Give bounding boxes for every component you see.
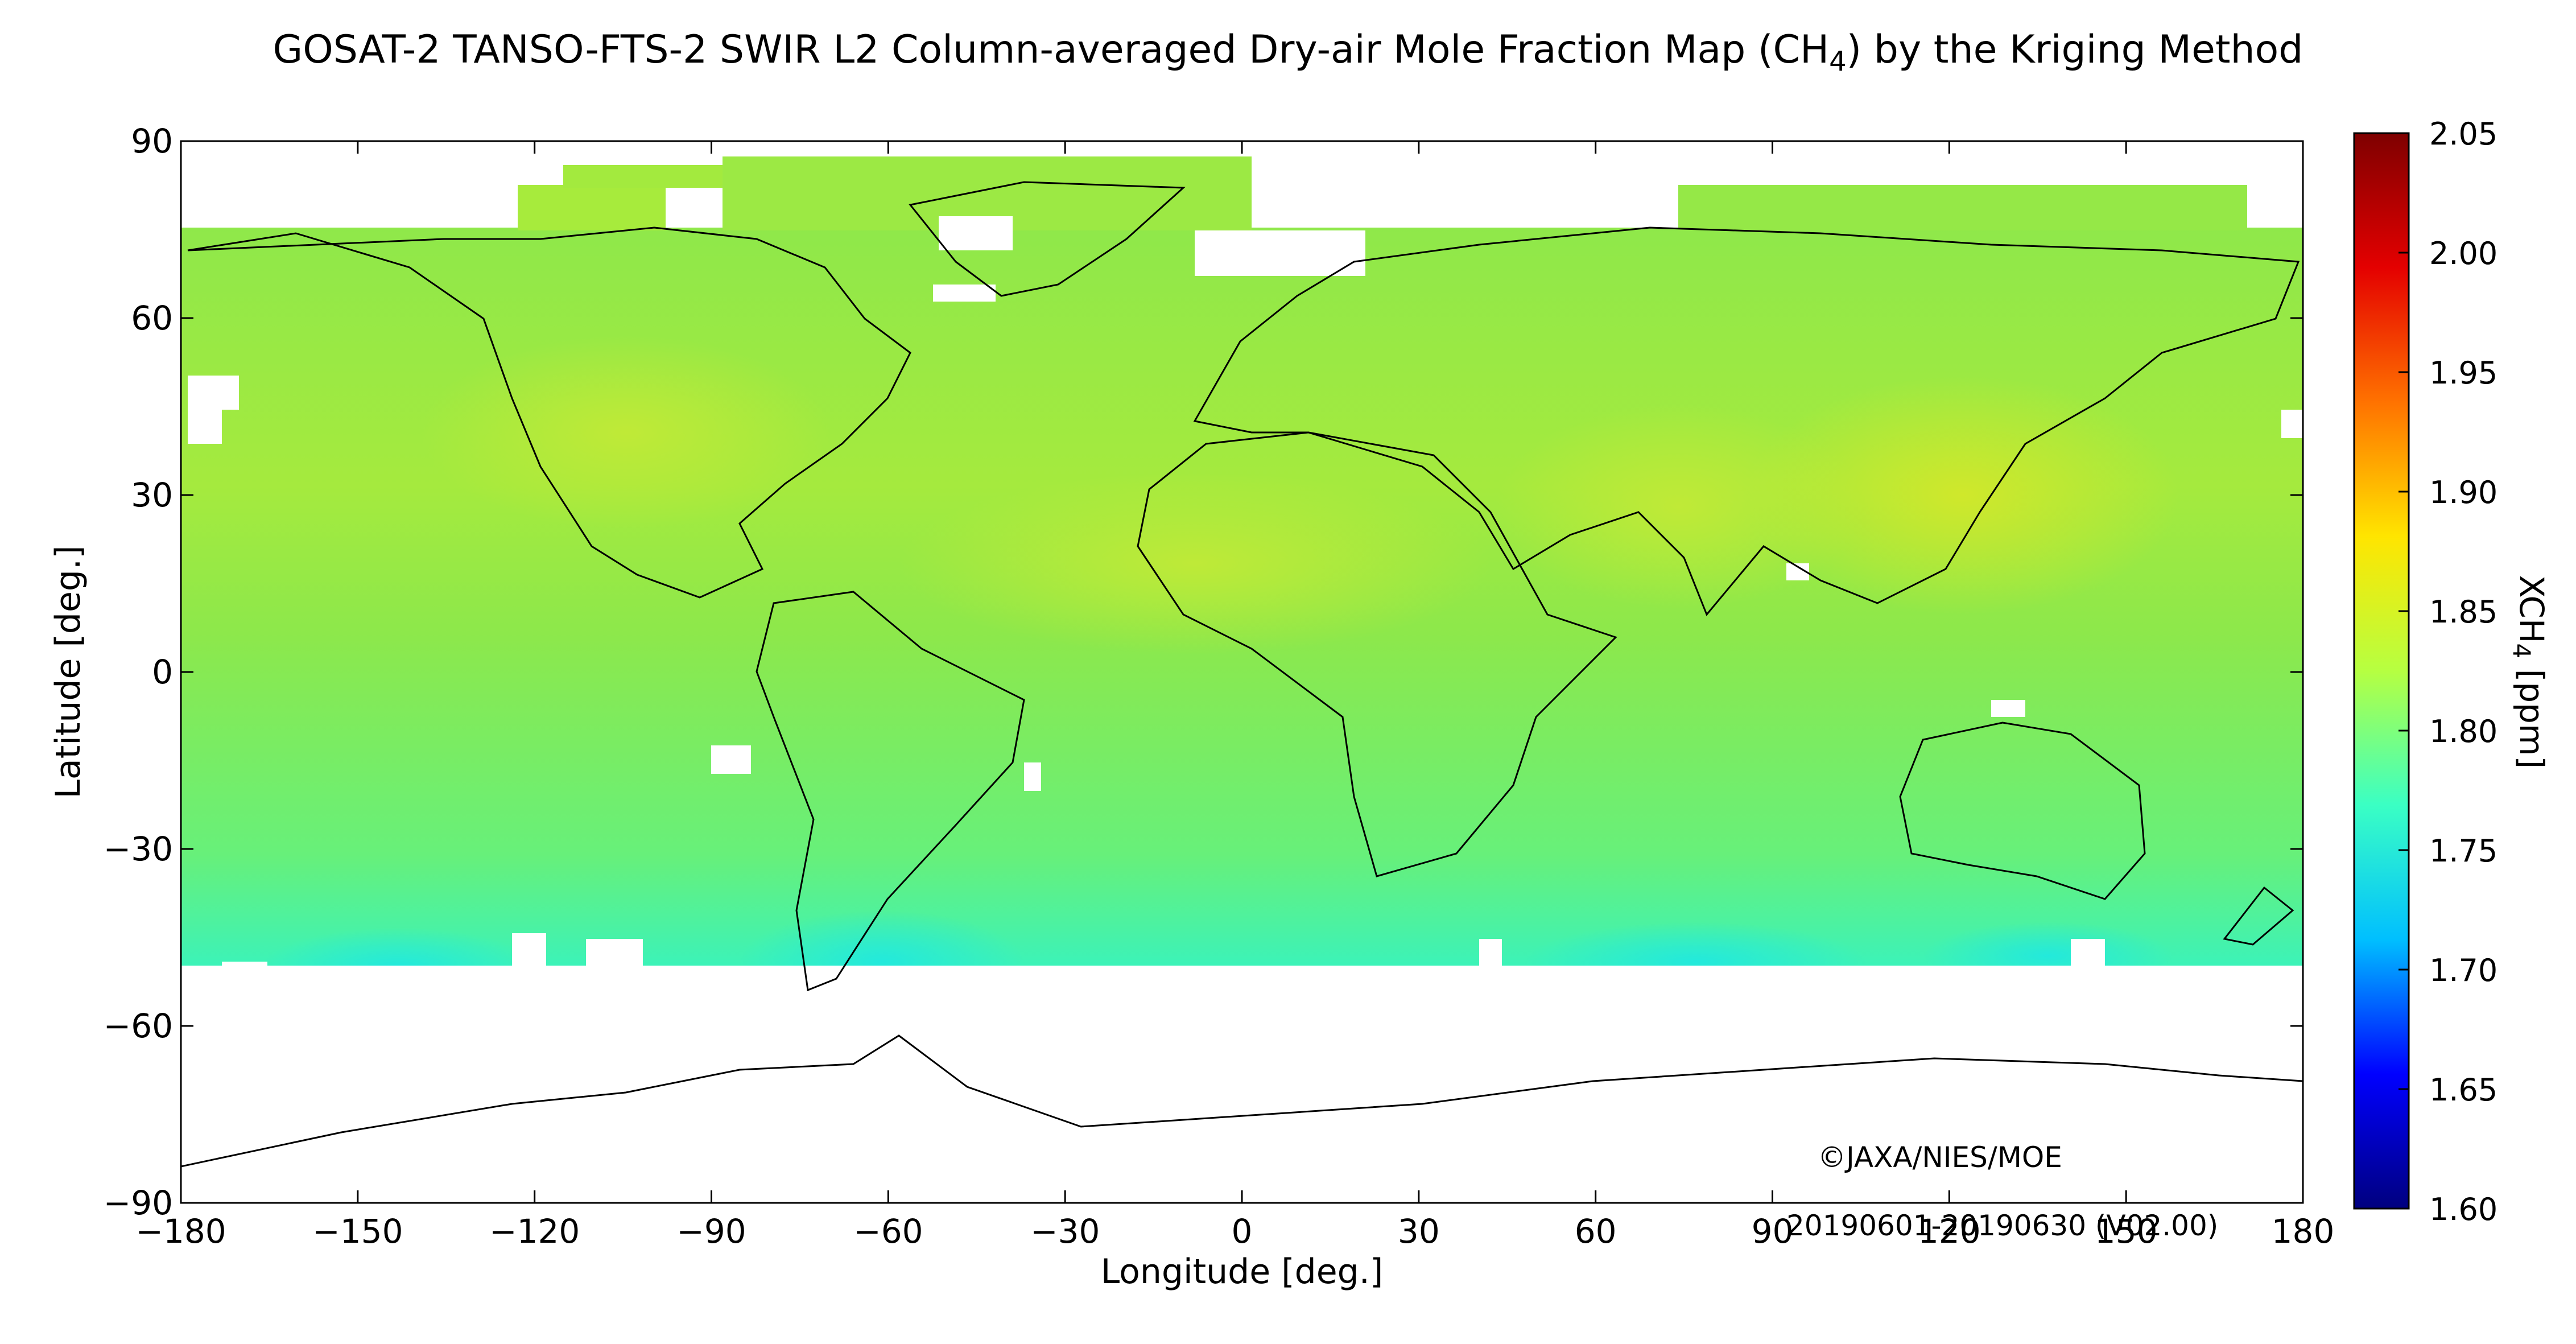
colorbar-tick-label: 1.70 [2429,953,2497,988]
x-axis-label: Longitude [deg.] [1101,1252,1383,1292]
period-version-text: 20190601-20190630 (V02.00) [1786,1209,2219,1242]
colorbar-tick-label: 1.90 [2429,475,2497,510]
x-tick-label: 30 [1398,1212,1440,1251]
coast-eurasia [1193,226,2300,616]
map-title: GOSAT-2 TANSO-FTS-2 SWIR L2 Column-avera… [273,27,2303,78]
colorbar-tick-label: 1.75 [2429,833,2497,869]
colorbar-axis: 2.05 2.00 1.95 1.90 1.85 1.80 1.75 1.70 1.65 1.60 [2399,116,2497,1227]
coast-greenland [909,181,1186,297]
coastlines [181,181,2303,1168]
y-tick-label: 0 [152,653,173,691]
xch4-field [181,156,2303,1203]
x-tick-label: −120 [489,1212,580,1251]
x-tick-label: −90 [676,1212,746,1251]
x-tick-label: −30 [1030,1212,1100,1251]
x-tick-label: 0 [1232,1212,1253,1251]
y-tick-label: −60 [104,1007,173,1045]
coast-australia [1899,722,2146,900]
colorbar-tick-label: 1.80 [2429,714,2497,749]
y-tick-label: −30 [104,830,173,868]
x-tick-label: 120 [1918,1212,1981,1251]
coast-south-america [756,591,1025,992]
coast-new-zealand [2223,886,2294,946]
coast-north-america [187,226,911,599]
y-axis-label: Latitude [deg.] [48,546,88,799]
y-axis: 90 60 30 0 −30 −60 −90 [104,122,2303,1222]
y-tick-label: 60 [131,299,173,337]
x-tick-label: −60 [853,1212,923,1251]
x-tick-label: 180 [2272,1212,2335,1251]
colorbar-tick-label: 1.95 [2429,355,2497,391]
coast-antarctica [181,1034,2303,1168]
x-tick-label: 150 [2095,1212,2158,1251]
colorbar-tick-label: 2.05 [2429,116,2497,152]
x-tick-label: 90 [1752,1212,1794,1251]
colorbar-tick-label: 1.65 [2429,1072,2497,1108]
credit-text: ©JAXA/NIES/MOE [1818,1141,2062,1174]
x-axis: −180 −150 −120 −90 −60 −30 0 30 60 90 120 150 180 [135,141,2334,1251]
x-tick-label: 60 [1575,1212,1617,1251]
y-tick-label: −90 [104,1184,173,1222]
colorbar-tick-label: 1.85 [2429,594,2497,630]
y-tick-label: 90 [131,122,173,160]
coast-africa [1137,431,1617,877]
colorbar-tick-label: 2.00 [2429,236,2497,271]
y-tick-label: 30 [131,476,173,514]
x-tick-label: −180 [135,1212,226,1251]
colorbar-label: XCH4 [ppm] [2508,575,2551,769]
colorbar-tick-label: 1.60 [2429,1192,2497,1227]
colorbar [2354,133,2409,1209]
x-tick-label: −150 [312,1212,403,1251]
colorbar-frame [2353,132,2410,1210]
